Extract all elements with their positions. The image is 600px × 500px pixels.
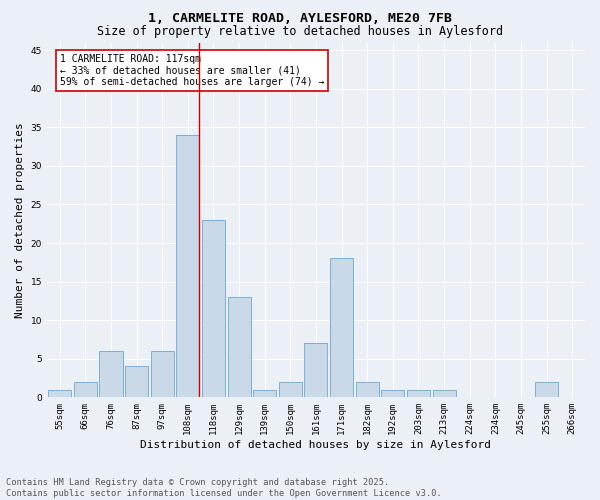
Text: Size of property relative to detached houses in Aylesford: Size of property relative to detached ho…: [97, 25, 503, 38]
Bar: [202, 220, 225, 398]
Bar: [176, 135, 199, 398]
Bar: [356, 382, 379, 398]
Bar: [330, 258, 353, 398]
Text: 1, CARMELITE ROAD, AYLESFORD, ME20 7FB: 1, CARMELITE ROAD, AYLESFORD, ME20 7FB: [148, 12, 452, 26]
Bar: [279, 382, 302, 398]
X-axis label: Distribution of detached houses by size in Aylesford: Distribution of detached houses by size …: [140, 440, 491, 450]
Bar: [74, 382, 97, 398]
Bar: [48, 390, 71, 398]
Bar: [381, 390, 404, 398]
Y-axis label: Number of detached properties: Number of detached properties: [15, 122, 25, 318]
Bar: [304, 344, 328, 398]
Text: Contains HM Land Registry data © Crown copyright and database right 2025.
Contai: Contains HM Land Registry data © Crown c…: [6, 478, 442, 498]
Bar: [100, 351, 122, 398]
Bar: [151, 351, 174, 398]
Bar: [433, 390, 455, 398]
Bar: [253, 390, 276, 398]
Text: 1 CARMELITE ROAD: 117sqm
← 33% of detached houses are smaller (41)
59% of semi-d: 1 CARMELITE ROAD: 117sqm ← 33% of detach…: [60, 54, 324, 88]
Bar: [125, 366, 148, 398]
Bar: [407, 390, 430, 398]
Bar: [227, 297, 251, 398]
Bar: [535, 382, 558, 398]
